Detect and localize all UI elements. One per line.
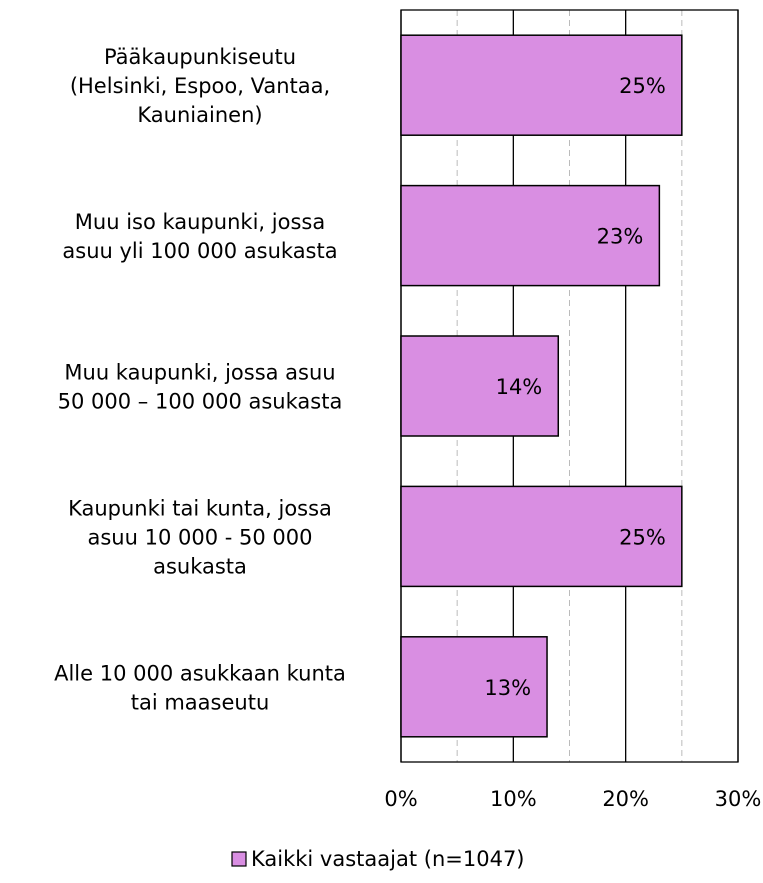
legend-label: Kaikki vastaajat (n=1047) [251,847,525,871]
y-tick-label: Muu iso kaupunki, jossa asuu yli 100 000 … [62,210,337,263]
y-tick-label: Muu kaupunki, jossa asuu 50 000 – 100 000… [58,361,343,414]
y-tick-label: Kaupunki tai kunta, jossa asuu 10 000 - 5… [68,496,332,578]
x-tick-label: 0% [384,787,417,811]
bar [400,335,560,437]
bar [400,184,661,287]
bar [400,34,683,136]
data-label: 13% [484,676,531,700]
x-tick-label: 10% [490,787,537,811]
data-label: 14% [496,375,543,399]
y-tick-label: Pääkaupunkiseutu (Helsinki, Espoo, Vantaa… [70,45,330,127]
data-label: 23% [597,225,644,249]
y-tick-label: Alle 10 000 asukkaan kunta tai maaseutu [54,661,346,714]
data-label: 25% [619,74,666,98]
bar [400,485,683,588]
bar [400,636,548,738]
data-label: 25% [619,525,666,549]
x-tick-label: 30% [715,787,762,811]
legend-swatch [231,851,247,867]
x-tick-label: 20% [602,787,649,811]
